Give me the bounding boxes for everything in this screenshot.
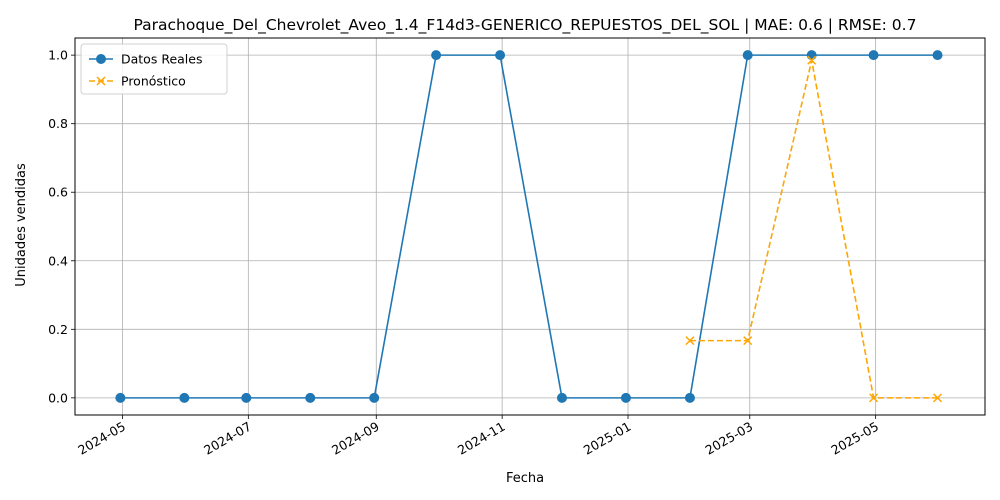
x-tick-label: 2024-07	[201, 419, 254, 458]
data-point	[115, 392, 126, 403]
x-tick-label: 2025-03	[703, 419, 756, 458]
series-actual	[115, 50, 943, 403]
legend-marker	[96, 54, 106, 64]
data-point	[685, 336, 695, 346]
data-point	[868, 50, 879, 61]
plot-frame	[74, 37, 986, 416]
grid-lines	[75, 38, 985, 415]
y-tick-label: 0.4	[48, 253, 68, 268]
series-layer	[115, 50, 943, 403]
data-point	[495, 50, 506, 61]
data-point	[431, 50, 442, 61]
y-tick-label: 0.0	[48, 390, 68, 405]
data-point	[932, 50, 943, 61]
x-tick-label: 2024-05	[75, 419, 128, 458]
data-point	[807, 55, 817, 65]
data-point	[620, 392, 631, 403]
legend-item: Datos Reales	[89, 52, 202, 67]
y-tick-label: 0.8	[48, 116, 68, 131]
x-tick-label: 2024-11	[455, 419, 508, 458]
x-axis-ticks: 2024-05 2024-07 2024-09 2024-11 2025-01 2025-…	[75, 415, 881, 458]
data-point	[743, 336, 753, 346]
data-point	[869, 393, 879, 403]
chart-title: Parachoque_Del_Chevrolet_Aveo_1.4_F14d3-…	[134, 16, 917, 35]
series-line	[120, 54, 938, 399]
y-tick-label: 0.2	[48, 322, 68, 337]
legend-marker	[96, 76, 106, 86]
legend-item: Pronóstico	[89, 74, 186, 89]
y-tick-label: 0.6	[48, 185, 68, 200]
x-axis-label: Fecha	[506, 471, 544, 486]
x-tick-label: 2025-05	[828, 419, 881, 458]
x-tick-label: 2025-01	[581, 419, 634, 458]
data-point	[684, 392, 695, 403]
y-axis-ticks: 0.0 0.2 0.4 0.6 0.8 1.0	[48, 48, 75, 405]
legend: Datos Reales Pronóstico	[80, 43, 228, 95]
legend-label: Datos Reales	[121, 52, 202, 67]
series-forecast	[685, 55, 943, 403]
x-tick-label: 2024-09	[329, 419, 382, 458]
data-point	[556, 392, 567, 403]
y-tick-label: 1.0	[48, 48, 68, 63]
series-line	[689, 60, 938, 399]
legend-label: Pronóstico	[121, 74, 186, 89]
data-point	[742, 50, 753, 61]
data-point	[305, 392, 316, 403]
data-point	[369, 392, 380, 403]
y-axis-label: Unidades vendidas	[14, 163, 29, 287]
data-point	[179, 392, 190, 403]
legend-box	[80, 43, 228, 95]
data-point	[806, 50, 817, 61]
data-point	[933, 393, 943, 403]
data-point	[241, 392, 252, 403]
